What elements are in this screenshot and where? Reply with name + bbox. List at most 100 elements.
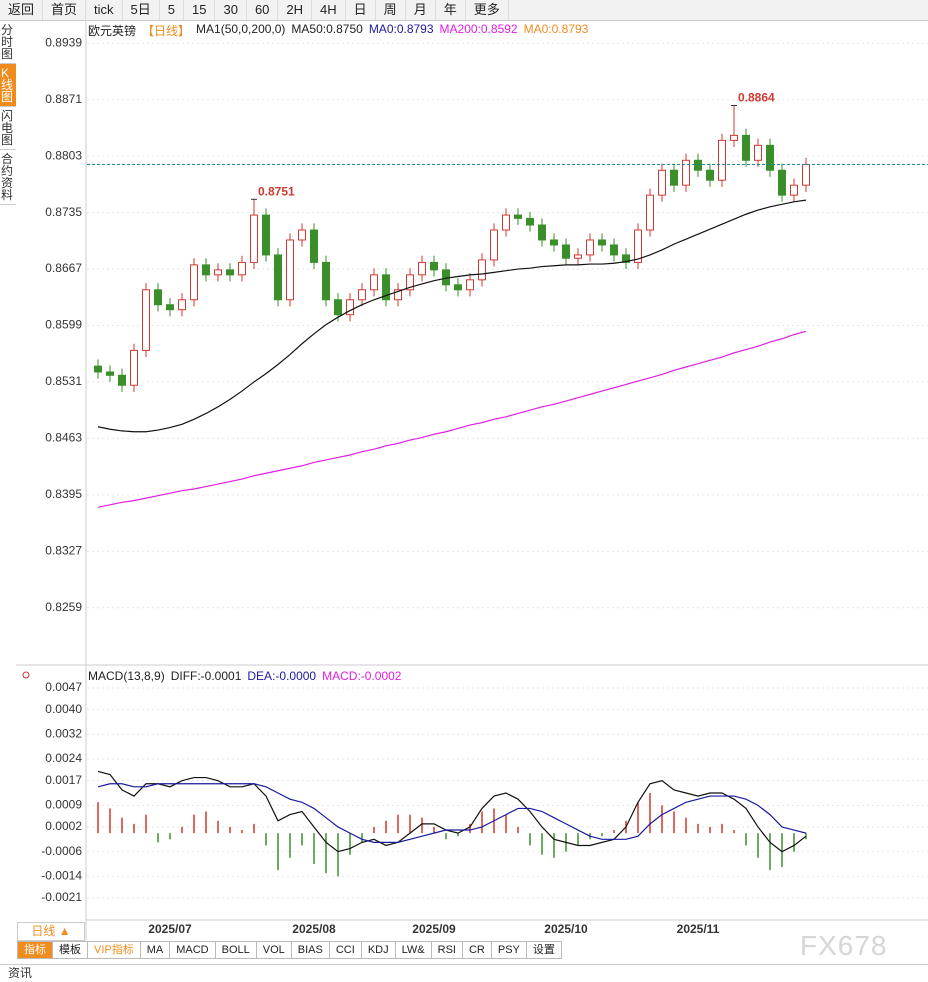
sidebar-tab[interactable]: 闪电图 [0,107,16,150]
candle-body [610,244,618,256]
indicator-tab[interactable]: VOL [256,941,292,959]
candle-body [730,134,738,141]
ma-line [97,770,807,853]
indicator-tab[interactable]: BIAS [291,941,330,959]
indicator-tab[interactable]: 模板 [53,941,88,959]
candle-body [538,224,546,241]
y-tick-label: 0.8463 [45,431,82,445]
sidebar-tab[interactable]: K线图 [0,64,16,107]
y-tick-label: -0.0006 [41,844,82,858]
indicator-tab[interactable]: VIP指标 [88,941,141,959]
candle-body [166,304,174,311]
candle-body [154,289,162,306]
x-tick-label: 2025/07 [148,922,192,936]
period-button[interactable]: 日线 ▲ [17,922,85,941]
candle-body [574,254,582,259]
candle-body [274,254,282,301]
candle-body [490,229,498,261]
ma-line [97,783,807,843]
candle-body [454,284,462,291]
candle-body [346,299,354,316]
legend-item: MA0:0.8793 [523,22,589,36]
peak-label: 0.8864 [738,91,775,105]
toolbar-button[interactable]: 5 [160,0,184,20]
indicator-tab[interactable]: MA [140,941,171,959]
toolbar-button[interactable]: 周 [376,0,406,20]
y-tick-label: 0.8327 [45,543,82,557]
legend-item: MACD:-0.0002 [322,669,402,683]
y-tick-label: 0.0002 [45,819,82,833]
ma-line [97,199,807,433]
toolbar-button[interactable]: 30 [215,0,247,20]
x-tick-label: 2025/08 [292,922,336,936]
candle-body [190,264,198,301]
y-tick-label: 0.0017 [45,773,82,787]
y-tick-label: 0.8531 [45,374,82,388]
symbol-title: 欧元英镑 [88,24,137,38]
indicator-tab[interactable]: 设置 [526,941,562,959]
y-tick-label: 0.0009 [45,798,82,812]
ma-line [97,330,807,508]
toolbar-button[interactable]: 60 [247,0,279,20]
toolbar-button[interactable]: 年 [436,0,466,20]
indicator-tab[interactable]: PSY [491,941,527,959]
toolbar-button[interactable]: 日 [346,0,376,20]
y-tick-label: 0.0032 [45,727,82,741]
watermark: FX678 [800,930,888,961]
toolbar-button[interactable]: 5日 [123,0,160,20]
indicator-tab[interactable]: RSI [431,941,463,959]
toolbar: 返回 首页 tick 5日 5 15 30 60 2H 4H 日周月年更多 [0,0,928,21]
legend-item: MA1(50,0,200,0) [196,22,286,36]
candle-body [322,261,330,301]
toolbar-button[interactable]: 更多 [466,0,509,20]
candle-body [406,274,414,291]
candle-body [214,269,222,276]
y-tick-label: -0.0021 [41,890,82,904]
candle-body [646,194,654,231]
y-tick-label: 0.8803 [45,148,82,162]
candle-body [418,261,426,276]
candle-body [226,269,234,276]
candle-body [754,144,762,161]
candle-body [178,299,186,311]
toolbar-button[interactable]: 2H [278,0,313,20]
indicator-tab[interactable]: LW& [395,941,432,959]
indicator-tab[interactable]: BOLL [215,941,257,959]
sidebar: 分时图 K线图 闪电图 合约资料 [0,21,16,205]
candle-body [586,239,594,256]
indicator-tab[interactable]: CCI [329,941,362,959]
toolbar-button[interactable]: 月 [406,0,436,20]
indicator-tab[interactable]: 指标 [17,941,53,959]
candle-body [358,289,366,301]
sidebar-tab[interactable]: 合约资料 [0,150,16,205]
candle-body [478,259,486,281]
candle-body [694,159,702,171]
candle-body [790,184,798,196]
toolbar-button[interactable]: 首页 [43,0,87,20]
y-tick-label: 0.8395 [45,487,82,501]
legend-item: DEA:-0.0000 [247,669,317,683]
candle-body [622,254,630,263]
candle-body [310,229,318,263]
indicator-tabs: 指标 模板 VIP指标 MA MACD BOLL VOL BIAS CCI KDJ LW& RSI CR… [17,941,562,959]
candle-body [502,214,510,231]
candle-body [550,239,558,246]
y-tick-label: 0.0024 [45,751,82,765]
toolbar-button[interactable]: 4H [312,0,346,20]
candle-body [202,264,210,276]
candle-body [130,349,138,386]
y-tick-label: 0.8735 [45,205,82,219]
candle-body [298,229,306,241]
toolbar-button[interactable]: tick [86,0,123,20]
indicator-tab[interactable]: KDJ [361,941,396,959]
sidebar-tab[interactable]: 分时图 [0,21,16,64]
toolbar-button[interactable]: 返回 [0,0,44,20]
candle-body [718,139,726,181]
macd-legend: MACD(13,8,9) DIFF:-0.0001 DEA:-0.0000 MACD:… [88,669,401,683]
candle-body [682,159,690,186]
candle-body [598,239,606,246]
indicator-tab[interactable]: CR [462,941,492,959]
toolbar-button[interactable]: 15 [184,0,216,20]
legend-item: MA200:0.8592 [439,22,518,36]
indicator-tab[interactable]: MACD [170,941,216,959]
